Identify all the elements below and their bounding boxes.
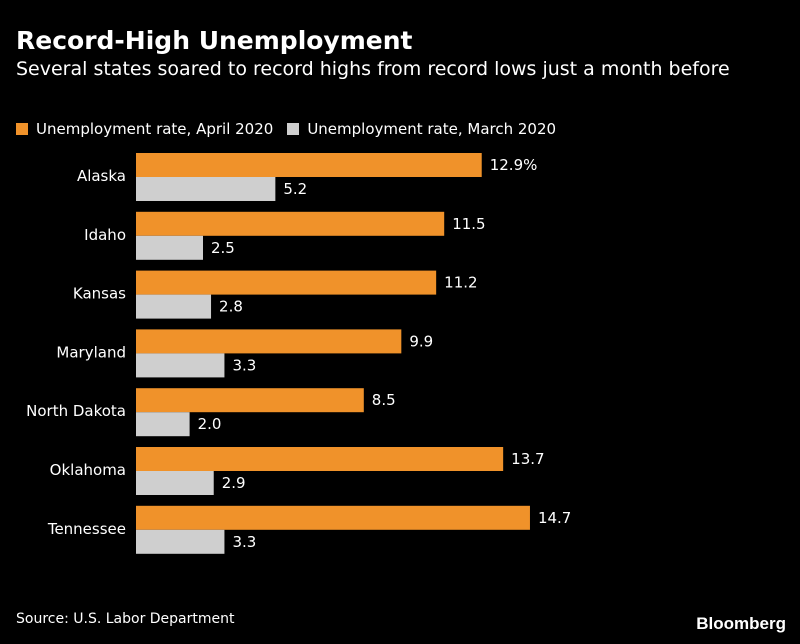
bar-march-kansas — [136, 294, 212, 319]
value-label-march-kansas: 2.8 — [219, 298, 243, 316]
bar-april-tennessee — [136, 505, 530, 530]
bar-march-oklahoma — [136, 471, 214, 495]
value-label-april-idaho: 11.5 — [452, 215, 485, 233]
bar-april-idaho — [136, 211, 445, 236]
bar-march-idaho — [136, 235, 203, 260]
chart-subtitle: Several states soared to record highs fr… — [16, 58, 730, 80]
value-label-march-tennessee: 3.3 — [232, 533, 256, 551]
value-label-march-idaho: 2.5 — [211, 239, 235, 257]
category-label-north-dakota: North Dakota — [26, 402, 126, 420]
source-note: Source: U.S. Labor Department — [16, 611, 235, 627]
category-label-idaho: Idaho — [84, 226, 126, 244]
chart-title: Record-High Unemployment — [16, 26, 413, 55]
legend-item-april: Unemployment rate, April 2020 — [16, 120, 273, 138]
category-label-kansas: Kansas — [73, 285, 126, 303]
value-label-april-north-dakota: 8.5 — [372, 391, 396, 409]
bar-march-north-dakota — [136, 412, 190, 437]
bar-march-maryland — [136, 353, 225, 378]
value-label-march-maryland: 3.3 — [232, 356, 256, 374]
category-label-maryland: Maryland — [56, 343, 126, 361]
value-label-april-kansas: 11.2 — [444, 274, 477, 292]
value-label-april-oklahoma: 13.7 — [511, 450, 544, 468]
legend-item-march: Unemployment rate, March 2020 — [287, 120, 556, 138]
bar-april-oklahoma — [136, 447, 504, 471]
legend-swatch-march — [287, 123, 300, 135]
legend-label-april: Unemployment rate, April 2020 — [36, 120, 274, 138]
value-label-march-oklahoma: 2.9 — [222, 474, 246, 492]
category-label-oklahoma: Oklahoma — [50, 461, 126, 479]
bar-april-alaska — [136, 153, 482, 177]
bar-march-tennessee — [136, 529, 225, 554]
value-label-march-alaska: 5.2 — [283, 180, 307, 198]
value-label-april-maryland: 9.9 — [409, 332, 433, 350]
legend-swatch-april — [16, 123, 28, 135]
value-label-april-alaska: 12.9% — [490, 156, 538, 174]
bloomberg-logo: Bloomberg — [696, 614, 786, 633]
legend-label-march: Unemployment rate, March 2020 — [307, 120, 557, 138]
bar-april-maryland — [136, 329, 402, 354]
value-label-march-north-dakota: 2.0 — [198, 415, 222, 433]
category-label-tennessee: Tennessee — [47, 520, 126, 538]
legend: Unemployment rate, April 2020 Unemployme… — [16, 120, 570, 138]
category-label-alaska: Alaska — [77, 167, 126, 185]
bar-april-kansas — [136, 270, 437, 295]
bar-march-alaska — [136, 177, 276, 201]
value-label-april-tennessee: 14.7 — [538, 509, 571, 527]
bar-april-north-dakota — [136, 388, 364, 413]
